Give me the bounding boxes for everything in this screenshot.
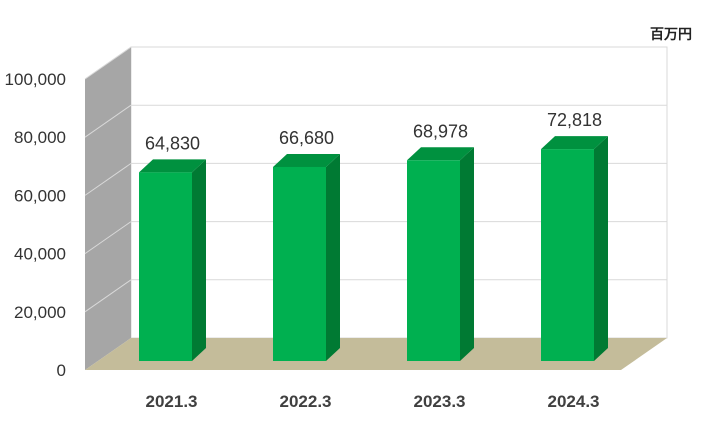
x-tick-label-0: 2021.3 (146, 392, 198, 411)
bar-top-0 (139, 159, 206, 173)
bar-front-3 (541, 149, 594, 361)
side-gridline-4 (84, 104, 132, 138)
x-tick-label-3: 2024.3 (548, 392, 600, 411)
bar-side-2 (460, 147, 474, 361)
side-gridline-3 (84, 162, 132, 196)
y-tick-label-4: 80,000 (14, 128, 66, 147)
x-tick-label-2: 2023.3 (414, 392, 466, 411)
bar-top-3 (541, 136, 608, 150)
bar-front-2 (407, 160, 460, 361)
y-tick-label-1: 20,000 (14, 303, 66, 322)
bar-front-0 (139, 172, 192, 361)
bar-2021.3 (139, 159, 206, 361)
data-label-3: 72,818 (547, 110, 602, 130)
side-gridline-1 (84, 279, 132, 313)
unit-label: 百万円 (650, 27, 692, 43)
bars (139, 136, 608, 361)
y-tick-label-5: 100,000 (5, 70, 66, 89)
floor (85, 338, 667, 370)
gridlines (84, 46, 667, 313)
y-tick-label-2: 40,000 (14, 245, 66, 264)
bar-side-0 (192, 159, 206, 361)
x-tick-label-1: 2022.3 (280, 392, 332, 411)
data-label-1: 66,680 (279, 128, 334, 148)
side-wall (85, 47, 131, 370)
data-labels: 64,830 66,680 68,978 72,818 (145, 110, 602, 153)
bar-side-3 (594, 136, 608, 361)
y-axis: 0 20,000 40,000 60,000 80,000 100,000 (5, 70, 66, 380)
y-tick-label-0: 0 (57, 361, 66, 380)
bar-2024.3 (541, 136, 608, 361)
chart-walls (85, 46, 668, 370)
data-label-0: 64,830 (145, 133, 200, 153)
x-axis: 2021.3 2022.3 2023.3 2024.3 (146, 392, 600, 411)
bar-top-1 (273, 153, 340, 167)
bar-2023.3 (407, 147, 474, 361)
y-tick-label-3: 60,000 (14, 186, 66, 205)
bar-top-2 (407, 147, 474, 161)
bar-front-1 (273, 166, 326, 361)
side-gridline-5 (84, 46, 132, 80)
side-gridline-2 (84, 221, 132, 255)
bar-side-1 (326, 153, 340, 361)
data-label-2: 68,978 (413, 121, 468, 141)
bar-2022.3 (273, 153, 340, 361)
